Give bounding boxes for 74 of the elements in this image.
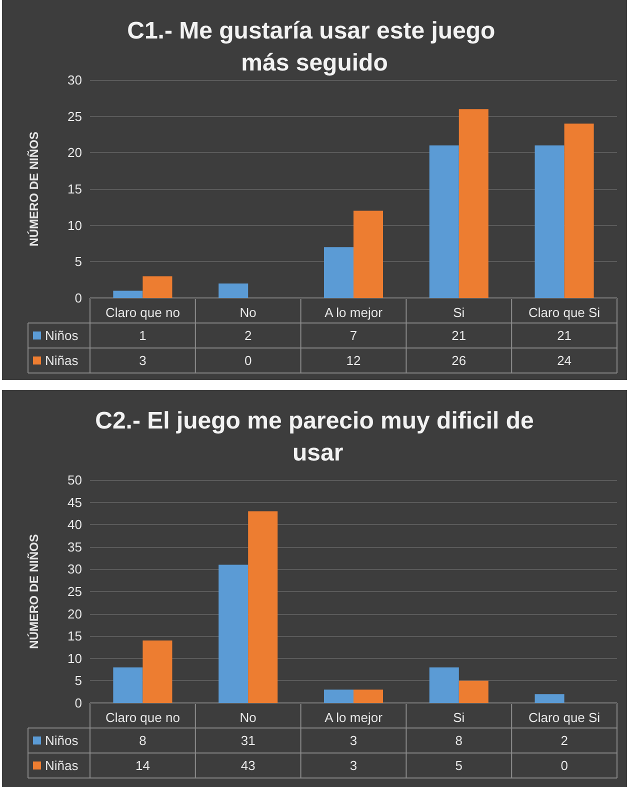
- data-label: 0: [244, 353, 252, 368]
- chart-title: C2.- El juego me parecio muy dificil de usar: [95, 408, 534, 466]
- y-tick-label: 30: [68, 72, 82, 88]
- x-tick-label: Claro que no: [105, 710, 180, 725]
- data-label: 8: [139, 733, 146, 748]
- legend-label: Niños: [45, 733, 79, 748]
- y-axis-title: NÚMERO DE NIÑOS: [27, 534, 41, 649]
- legend-label: Niñas: [45, 353, 79, 368]
- bar: [458, 680, 488, 703]
- y-axis-title: NÚMERO DE NIÑOS: [27, 132, 41, 246]
- y-tick-label: 40: [68, 517, 82, 532]
- y-tick-label: 15: [68, 182, 82, 196]
- data-label: 2: [560, 733, 568, 748]
- data-label: 5: [455, 758, 463, 773]
- data-label: 26: [452, 353, 466, 368]
- x-tick-label: A lo mejor: [324, 305, 384, 320]
- y-tick-label: 45: [68, 494, 82, 510]
- y-tick-label: 5: [74, 254, 82, 270]
- y-tick-label: 0: [74, 290, 82, 306]
- bar: [142, 640, 172, 703]
- data-label: 24: [557, 353, 572, 368]
- data-label: 3: [139, 353, 146, 368]
- bar: [248, 511, 278, 703]
- x-tick-label: Claro que Si: [528, 710, 600, 725]
- data-label: 12: [346, 353, 361, 368]
- data-label: 43: [240, 758, 256, 773]
- legend-label: Niñas: [45, 758, 79, 773]
- data-label: 3: [350, 733, 358, 748]
- data-label: 21: [557, 328, 572, 343]
- legend-label: Niños: [45, 328, 79, 343]
- y-tick-label: 50: [68, 472, 82, 488]
- x-tick-label: A lo mejor: [324, 710, 384, 725]
- data-label: 2: [244, 328, 252, 343]
- bar: [458, 109, 488, 298]
- data-label: 21: [452, 328, 466, 343]
- y-tick-label: 15: [68, 628, 82, 644]
- bar: [354, 210, 384, 298]
- y-tick-label: 35: [68, 539, 82, 554]
- data-label: 1: [139, 328, 146, 343]
- y-tick-label: 10: [68, 218, 82, 233]
- y-tick-label: 20: [68, 606, 82, 622]
- y-tick-label: 25: [68, 108, 82, 124]
- data-label: 7: [350, 328, 358, 343]
- bar: [324, 247, 354, 298]
- data-label: 31: [240, 733, 256, 748]
- bar: [113, 290, 143, 298]
- data-label: 3: [350, 758, 358, 773]
- y-tick-label: 5: [74, 673, 82, 688]
- bar: [564, 124, 594, 298]
- bar: [354, 690, 384, 703]
- bar: [429, 145, 459, 298]
- x-tick-label: No: [240, 710, 256, 725]
- bar: [429, 667, 459, 703]
- bar: [218, 564, 248, 703]
- x-tick-label: Si: [453, 710, 465, 725]
- bar: [534, 145, 564, 298]
- y-tick-label: 20: [68, 145, 82, 160]
- data-label: 8: [455, 733, 463, 748]
- x-tick-label: Claro que Si: [528, 305, 600, 320]
- bar: [324, 690, 354, 703]
- data-label: 0: [560, 758, 568, 773]
- bar: [142, 276, 172, 298]
- x-tick-label: Si: [453, 305, 465, 320]
- y-tick-label: 10: [68, 650, 82, 666]
- bar: [218, 283, 248, 298]
- y-tick-label: 25: [68, 584, 82, 599]
- x-tick-label: Claro que no: [105, 305, 180, 320]
- y-tick-label: 0: [74, 696, 82, 710]
- chart-title: C1.- Me gustaría usar este juego más seguido: [127, 18, 502, 76]
- x-tick-label: No: [240, 305, 256, 320]
- data-label: 14: [135, 758, 150, 773]
- bar: [113, 667, 143, 703]
- y-tick-label: 30: [68, 562, 82, 577]
- bar: [534, 694, 564, 703]
